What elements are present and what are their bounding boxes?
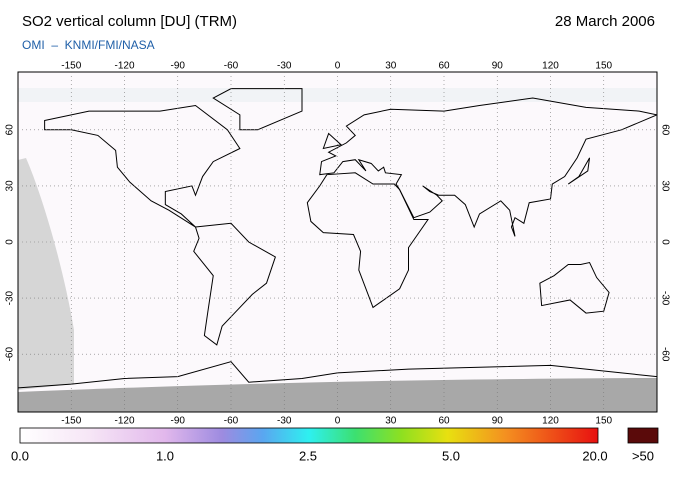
lat-tick-label: 60 [5,124,16,136]
coastline [567,157,591,185]
lon-tick-label: 120 [542,416,559,427]
lon-tick-label: -30 [277,416,292,427]
coastline [18,361,657,389]
lon-tick-label: 0 [335,61,341,72]
coastline [212,88,303,131]
lon-tick-label: -120 [114,416,134,427]
colorbar-label: 2.5 [299,448,317,463]
colorbar [19,427,599,444]
colorbar-label: 1.0 [156,448,174,463]
lon-tick-label: 90 [492,416,504,427]
source: OMI – KNMI/FMI/NASA [22,38,155,52]
lon-tick-label: 150 [595,61,612,72]
lon-tick-label: 60 [438,416,450,427]
coastline [322,132,343,150]
lat-tick-label: -30 [5,290,16,305]
lat-tick-label: -30 [659,291,670,306]
coastline [306,172,429,309]
lon-tick-label: 30 [385,416,397,427]
title: SO2 vertical column [DU] (TRM) [22,13,237,30]
lat-tick-label: 30 [659,180,670,192]
coastline [319,97,657,237]
lon-tick-label: -150 [61,416,81,427]
date: 28 March 2006 [555,13,655,30]
lon-tick-label: -90 [171,61,186,72]
lon-tick-label: 150 [595,416,612,427]
polar-night [18,378,657,412]
colorbar-overflow-label: >50 [632,448,654,463]
colorbar-overflow [627,427,659,444]
lon-tick-label: -30 [277,61,292,72]
lon-tick-label: -60 [224,416,239,427]
lat-tick-label: 0 [5,239,16,245]
lon-tick-label: 60 [438,61,450,72]
lon-tick-label: -120 [114,61,134,72]
coastline [539,261,610,314]
lat-tick-label: -60 [5,347,16,362]
lat-tick-label: 60 [659,124,670,136]
lon-tick-label: -60 [224,61,239,72]
arctic-noise [18,88,657,102]
no-data-swath [18,158,74,390]
coastline [193,222,276,346]
lon-tick-label: 120 [542,61,559,72]
lon-tick-label: 30 [385,61,397,72]
lat-tick-label: 30 [5,180,16,192]
coastline [44,104,241,228]
lat-tick-label: 0 [659,239,670,245]
colorbar-label: 0.0 [11,448,29,463]
colorbar-label: 20.0 [582,448,607,463]
lon-tick-label: -150 [61,61,81,72]
lon-tick-label: -90 [171,416,186,427]
lat-tick-label: -60 [659,347,670,362]
lon-tick-label: 0 [335,416,341,427]
colorbar-label: 5.0 [442,448,460,463]
lon-tick-label: 90 [492,61,504,72]
